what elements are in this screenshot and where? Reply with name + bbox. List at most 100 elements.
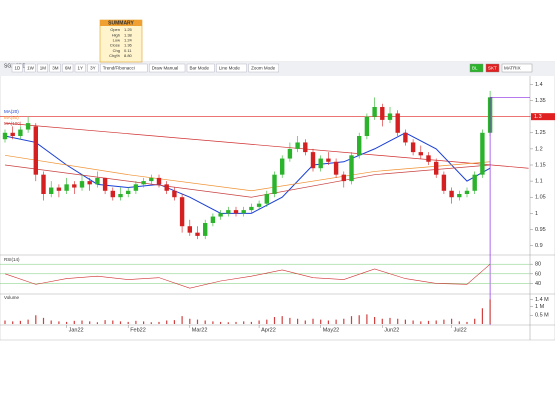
volume-bar xyxy=(327,320,329,324)
toolbar-label: 6M xyxy=(65,66,72,71)
panel-label: Volume xyxy=(4,295,20,300)
x-tick-label: Jan22 xyxy=(69,327,84,333)
candle-body xyxy=(164,184,169,191)
candle-body xyxy=(226,210,231,214)
candle-body xyxy=(441,174,447,191)
volume-bar xyxy=(104,320,106,324)
volume-bar xyxy=(335,319,337,324)
header-button[interactable] xyxy=(501,63,533,73)
candle-body xyxy=(241,210,246,214)
candle-body xyxy=(110,190,115,198)
legend-entry: MA(100) xyxy=(4,121,22,126)
toolbar-button[interactable] xyxy=(87,63,99,73)
toolbar-button[interactable] xyxy=(49,63,61,73)
candle-body xyxy=(272,174,277,194)
volume-bar xyxy=(81,320,83,324)
panel-label: RSI(14) xyxy=(4,257,20,262)
x-tick-label: Apr22 xyxy=(261,327,276,333)
y-tick-label: 1.25 xyxy=(535,130,546,136)
y-tick-label: 1 M xyxy=(535,304,545,310)
x-tick-label: Jun22 xyxy=(384,327,399,333)
toolbar-label: 3M xyxy=(52,66,59,71)
toolbar-button[interactable] xyxy=(24,63,36,73)
x-tick-label: Jul22 xyxy=(454,327,467,333)
volume-bar xyxy=(73,320,75,324)
volume-bar xyxy=(289,317,291,324)
toolbar-button[interactable] xyxy=(216,63,247,73)
volume-bar xyxy=(435,320,437,324)
header-button-label: SKT xyxy=(488,66,497,71)
trendline xyxy=(4,122,529,169)
volume-bar xyxy=(397,318,399,324)
toolbar-button[interactable] xyxy=(248,63,280,73)
summary-key: Close xyxy=(110,43,121,48)
candle-body xyxy=(210,216,216,223)
volume-bar xyxy=(19,320,21,324)
summary-value: 1.25 xyxy=(124,27,133,32)
candle-body xyxy=(280,158,285,175)
volume-bar xyxy=(443,319,445,324)
volume-bar xyxy=(250,321,252,324)
volume-bar xyxy=(297,318,299,324)
header-button[interactable] xyxy=(485,63,500,73)
toolbar-button[interactable] xyxy=(62,63,74,73)
toolbar-label: 1Y xyxy=(78,66,84,71)
summary-value: 1.38 xyxy=(124,32,133,37)
candle-body xyxy=(480,132,485,175)
volume-bar xyxy=(143,321,145,324)
candle-body xyxy=(357,136,362,156)
volume-bar xyxy=(273,317,276,324)
toolbar-label: Zoom Mode xyxy=(251,66,276,71)
candle-body xyxy=(295,142,300,149)
candle-body xyxy=(195,232,200,236)
x-tick-label: Feb22 xyxy=(130,327,146,333)
candle-body xyxy=(410,142,416,153)
toolbar-button[interactable] xyxy=(74,63,86,73)
toolbar-button[interactable] xyxy=(37,63,49,73)
candle-body xyxy=(102,177,108,191)
y-tick-label: 1.4 xyxy=(535,82,543,88)
volume-bar xyxy=(119,321,122,324)
volume-bar xyxy=(374,317,376,324)
volume-bar xyxy=(489,299,491,324)
candle-body xyxy=(179,197,185,227)
candle-body xyxy=(341,174,346,182)
candle-body xyxy=(64,184,69,191)
candle-body xyxy=(387,113,393,120)
summary-value: 8.80 xyxy=(124,53,133,58)
volume-bar xyxy=(227,322,229,324)
volume-bar xyxy=(343,318,345,324)
summary-title: SUMMARY xyxy=(108,20,134,26)
rsi-line xyxy=(4,263,491,289)
y-tick-label: 0.5 M xyxy=(535,313,549,319)
summary-value: 1.24 xyxy=(124,37,133,42)
header-button[interactable] xyxy=(469,63,484,73)
toolbar-button[interactable] xyxy=(99,63,148,73)
volume-bar xyxy=(366,314,368,324)
toolbar-button[interactable] xyxy=(148,63,186,73)
toolbar-button[interactable] xyxy=(186,63,215,73)
candle-body xyxy=(395,113,400,133)
volume-bar xyxy=(304,320,306,324)
candle-body xyxy=(233,210,239,214)
candle-body xyxy=(303,142,308,153)
volume-bar xyxy=(258,320,260,324)
y-tick-label: 60 xyxy=(535,271,541,277)
candle-body xyxy=(403,132,408,143)
y-tick-label: 1 xyxy=(535,211,538,217)
summary-box xyxy=(99,19,143,63)
toolbar-button[interactable] xyxy=(11,63,23,73)
candle-body xyxy=(364,116,370,136)
frame xyxy=(0,61,555,341)
x-tick-label: Mar22 xyxy=(192,327,208,333)
candle-body xyxy=(449,190,454,198)
toolbar-label: 1D xyxy=(15,66,22,71)
volume-bar xyxy=(173,320,175,324)
volume-bar xyxy=(127,321,129,324)
candle-body xyxy=(249,206,254,211)
y-tick-label: 1.4 M xyxy=(535,297,549,303)
volume-bar xyxy=(27,319,29,324)
volume-bar xyxy=(320,319,322,324)
summary-key: High xyxy=(112,32,120,37)
